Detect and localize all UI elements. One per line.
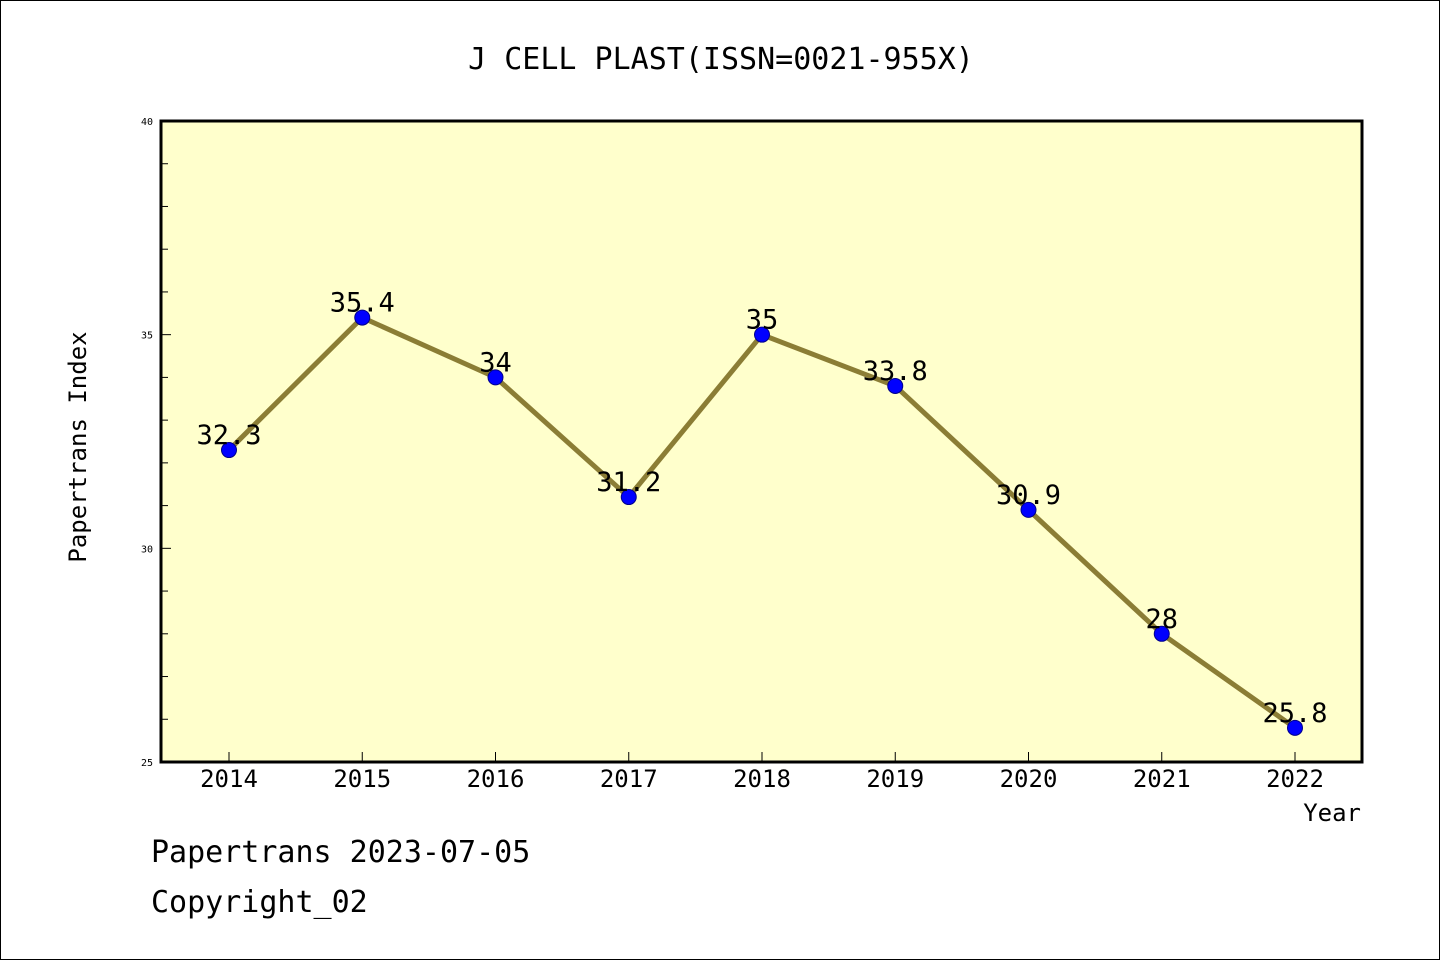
- x-tick-label: 2014: [200, 765, 258, 793]
- data-point: [754, 326, 770, 343]
- data-point: [221, 442, 237, 459]
- data-point: [1287, 719, 1303, 736]
- data-label: 33.8: [863, 356, 928, 387]
- y-tick-label: 25: [141, 758, 153, 769]
- x-tick-label: 2018: [733, 765, 791, 793]
- x-tick-label: 2021: [1133, 765, 1191, 793]
- data-label: 35: [746, 305, 779, 336]
- y-tick-label: 40: [141, 117, 153, 128]
- data-label: 34: [479, 347, 512, 378]
- x-axis-ticks: 2014 2015 2016 2017 2018 2019 2020 2021 2022: [200, 752, 1324, 793]
- x-tick-label: 2015: [333, 765, 391, 793]
- data-point: [887, 377, 904, 394]
- chart-title: J CELL PLAST(ISSN=0021-955X): [468, 42, 974, 77]
- series-layer: [221, 309, 1303, 736]
- data-label: 25.8: [1262, 698, 1327, 729]
- data-point: [620, 489, 637, 506]
- y-axis-ticks: 25 30 35 40: [141, 117, 171, 769]
- x-tick-label: 2022: [1266, 765, 1324, 793]
- x-tick-label: 2017: [600, 765, 658, 793]
- data-label: 32.3: [196, 420, 261, 451]
- x-tick-label: 2020: [1000, 765, 1058, 793]
- x-axis-label: Year: [1303, 799, 1361, 827]
- plot-area: [159, 119, 1364, 764]
- data-label: 31.2: [596, 467, 661, 498]
- data-label: 28: [1145, 604, 1178, 635]
- data-label: 35.4: [330, 288, 395, 319]
- data-labels: 32.3 35.4 34 31.2 35 33.8 30.9 28 25.8: [196, 288, 1327, 729]
- data-label: 30.9: [996, 480, 1061, 511]
- data-point: [354, 309, 371, 326]
- y-axis-label: Papertrans Index: [64, 331, 92, 562]
- y-tick-label: 35: [141, 331, 153, 342]
- x-tick-label: 2019: [866, 765, 924, 793]
- footer-date-text: Papertrans 2023-07-05: [151, 835, 531, 870]
- data-point: [1153, 625, 1170, 642]
- y-tick-label: 30: [141, 544, 153, 555]
- footer-copyright-text: Copyright_02: [151, 885, 368, 920]
- data-point: [487, 369, 504, 386]
- x-tick-label: 2016: [467, 765, 525, 793]
- data-point: [1020, 501, 1037, 518]
